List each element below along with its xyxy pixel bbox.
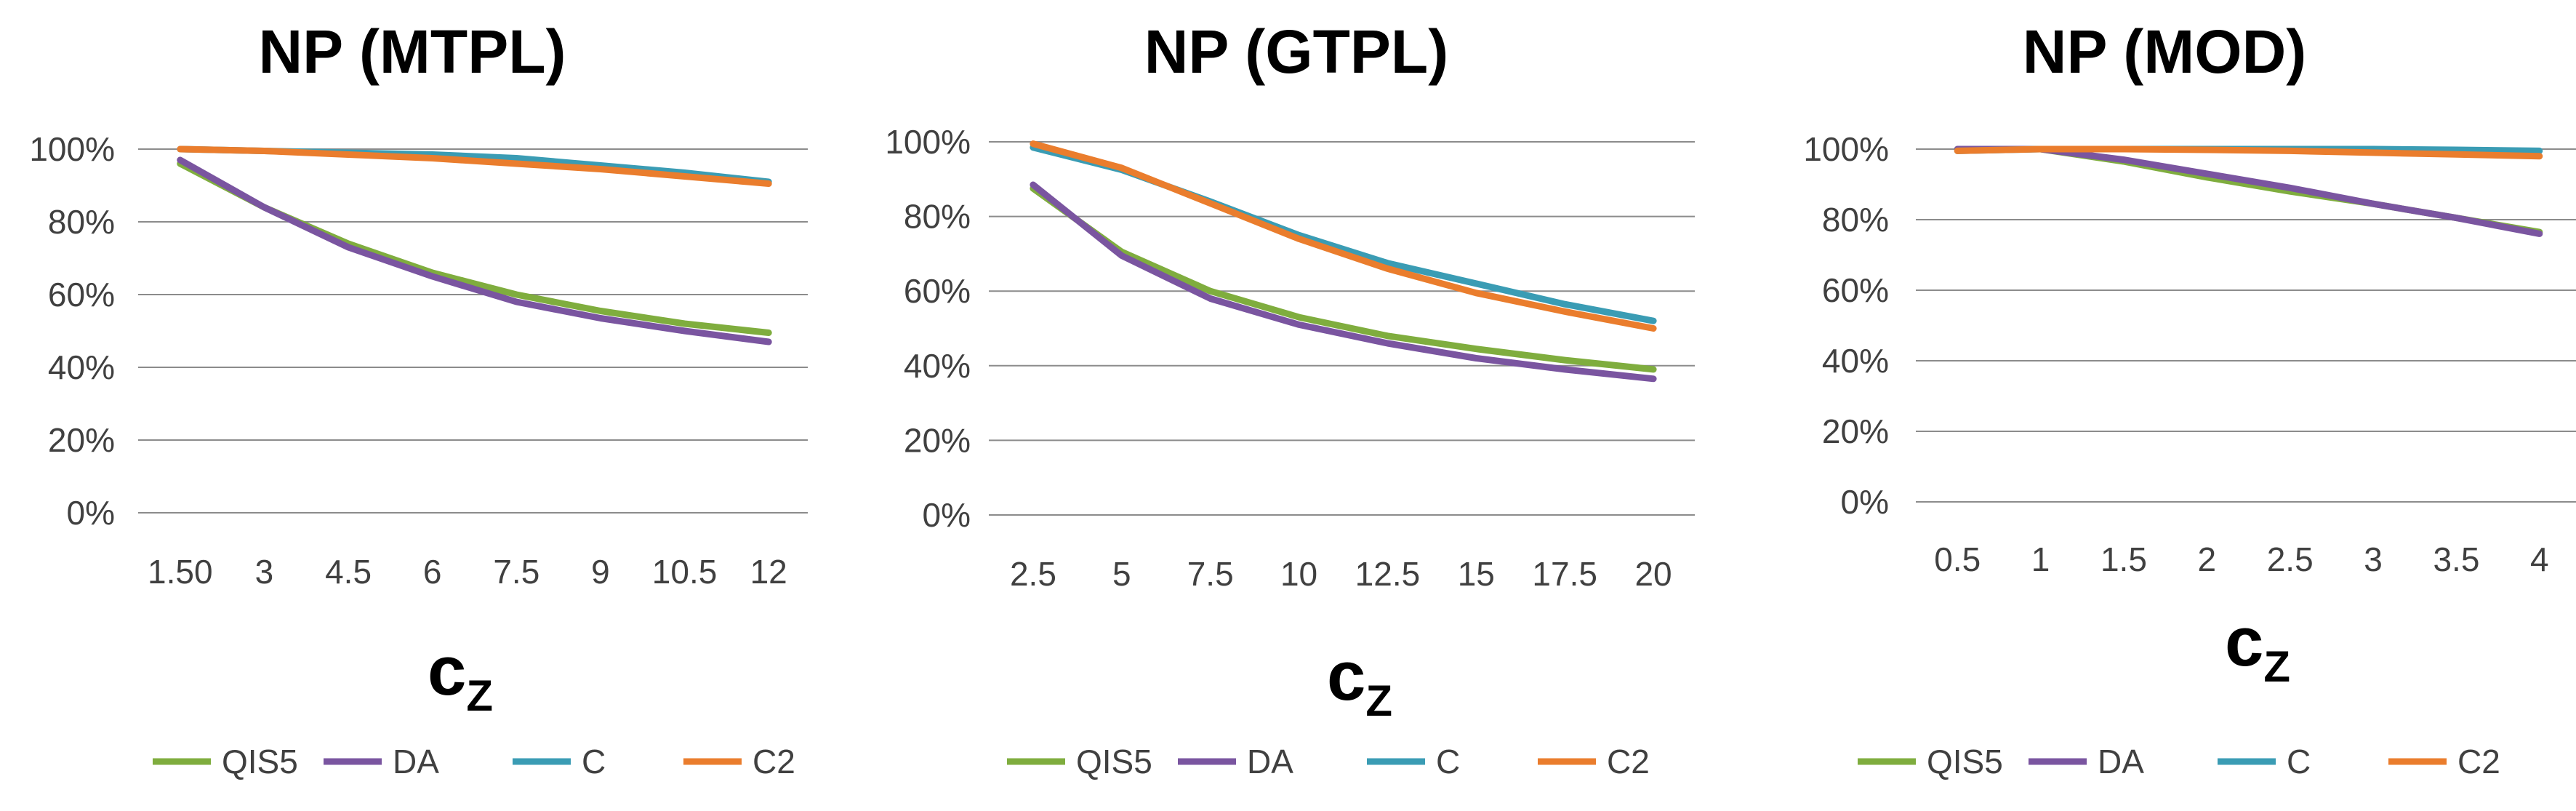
- x-axis-label-main: c: [1327, 637, 1365, 715]
- legend-label: QIS5: [222, 743, 298, 780]
- y-tick-label: 60%: [904, 272, 971, 310]
- y-tick-label: 20%: [1822, 412, 1889, 450]
- series-line-qis5: [1030, 185, 1657, 373]
- x-tick-label: 17.5: [1532, 555, 1597, 593]
- series-line-c: [1030, 144, 1657, 324]
- legend: QIS5 DA C C2: [1007, 743, 1650, 780]
- y-tick-label: 40%: [904, 347, 971, 385]
- x-tick-label: 3.5: [2433, 540, 2479, 578]
- x-tick-label: 2.5: [1010, 555, 1056, 593]
- x-tick-label: 10.5: [652, 553, 718, 591]
- x-axis-label-main: c: [2225, 603, 2263, 681]
- series-line-da: [1030, 181, 1657, 383]
- legend: QIS5 DA C C2: [1858, 743, 2500, 780]
- x-tick-label: 1.5: [2100, 540, 2147, 578]
- x-tick-label: 20: [1634, 555, 1672, 593]
- legend-label: DA: [393, 743, 439, 780]
- x-tick-label: 4.5: [325, 553, 372, 591]
- x-tick-label: 0.5: [1934, 540, 1981, 578]
- legend-label: C2: [753, 743, 795, 780]
- y-tick-label: 100%: [1803, 130, 1889, 168]
- y-tick-label: 0%: [1841, 483, 1889, 521]
- x-tick-label: 3: [2364, 540, 2383, 578]
- x-tick-label: 12.5: [1355, 555, 1421, 593]
- y-tick-label: 20%: [904, 421, 971, 459]
- x-axis-label-main: c: [428, 632, 466, 710]
- y-tick-label: 40%: [48, 348, 115, 386]
- y-tick-label: 0%: [923, 496, 971, 534]
- x-tick-label: 9: [591, 553, 610, 591]
- legend: QIS5 DA C C2: [153, 743, 795, 780]
- x-tick-label: 7.5: [493, 553, 539, 591]
- legend-label: C2: [2457, 743, 2500, 780]
- chart-1: NP (MTPL) 0% 20% 40% 60% 80% 100% 1.50 3 4.5 6 7.5 9…: [29, 17, 808, 780]
- series-line-qis5: [177, 160, 772, 336]
- x-tick-label: 1.50: [148, 553, 213, 591]
- series-line-c2: [1954, 145, 2543, 160]
- x-tick-label: 4: [2530, 540, 2549, 578]
- y-tick-label: 80%: [48, 203, 115, 241]
- x-tick-label: 12: [750, 553, 787, 591]
- y-tick-label: 80%: [904, 198, 971, 236]
- chart-title: NP (MTPL): [258, 17, 566, 86]
- legend-label: DA: [1247, 743, 1293, 780]
- x-tick-label: 2: [2198, 540, 2217, 578]
- x-tick-label: 5: [1112, 555, 1131, 593]
- x-tick-label: 3: [255, 553, 274, 591]
- y-tick-label: 20%: [48, 421, 115, 459]
- legend-label: C: [2287, 743, 2311, 780]
- y-tick-label: 40%: [1822, 342, 1889, 380]
- series-line-da: [177, 156, 772, 345]
- x-tick-label: 1: [2031, 540, 2050, 578]
- legend-label: QIS5: [1076, 743, 1152, 780]
- legend-label: C: [1436, 743, 1460, 780]
- x-tick-label: 15: [1458, 555, 1495, 593]
- y-tick-label: 100%: [885, 123, 971, 161]
- x-axis-label: cZ: [1327, 637, 1392, 725]
- x-axis-label: cZ: [2225, 603, 2290, 691]
- x-axis-label-sub: Z: [1365, 676, 1392, 725]
- x-axis-label: cZ: [428, 632, 493, 720]
- y-tick-label: 80%: [1822, 201, 1889, 239]
- x-axis-label-sub: Z: [466, 671, 493, 720]
- series-line-c2: [1030, 140, 1657, 332]
- chart-3: NP (MOD) 0% 20% 40% 60% 80% 100% 0.5 1 1.5 2 2.5 3 3.…: [1803, 17, 2576, 780]
- x-axis-label-sub: Z: [2263, 642, 2290, 691]
- legend-label: DA: [2098, 743, 2144, 780]
- chart-2: NP (GTPL) 0% 20% 40% 60% 80% 100% 2.5 5 7.5 10 12.5…: [885, 17, 1695, 780]
- y-tick-label: 0%: [67, 494, 115, 532]
- x-tick-label: 7.5: [1187, 555, 1234, 593]
- y-tick-label: 100%: [29, 130, 115, 168]
- legend-label: QIS5: [1927, 743, 2003, 780]
- legend-label: C2: [1607, 743, 1650, 780]
- series-line-c2: [177, 145, 772, 187]
- x-tick-label: 2.5: [2267, 540, 2314, 578]
- y-tick-label: 60%: [48, 276, 115, 313]
- chart-title: NP (GTPL): [1144, 17, 1448, 86]
- chart-title: NP (MOD): [2023, 17, 2306, 86]
- x-tick-label: 6: [423, 553, 442, 591]
- series-line-da: [1954, 145, 2543, 237]
- x-tick-label: 10: [1280, 555, 1317, 593]
- legend-label: C: [582, 743, 606, 780]
- y-tick-label: 60%: [1822, 271, 1889, 309]
